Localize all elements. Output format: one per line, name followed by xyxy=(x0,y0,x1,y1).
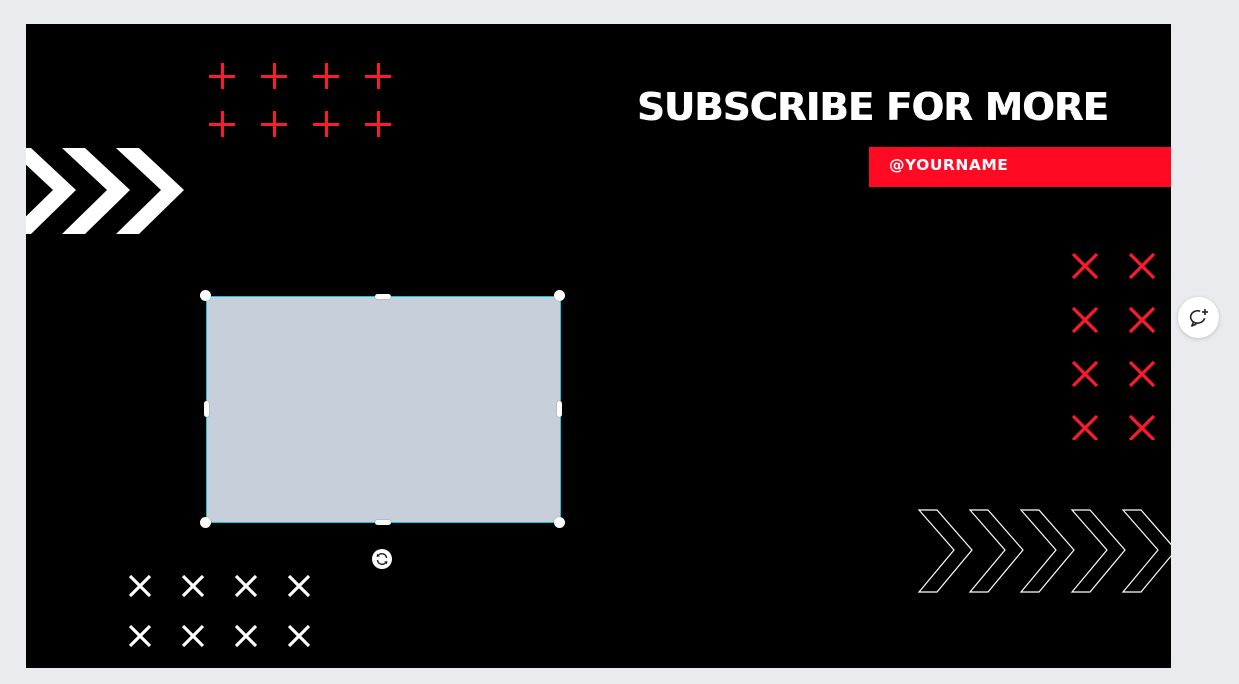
chevron-right-outline-icon xyxy=(968,509,1024,593)
plus-icon xyxy=(365,111,391,137)
rotate-handle[interactable] xyxy=(372,549,392,569)
handle-text[interactable]: @YOURNAME xyxy=(889,156,1009,174)
x-icon xyxy=(287,574,311,598)
x-icon xyxy=(1071,360,1099,388)
plus-icon xyxy=(209,111,235,137)
x-icon xyxy=(1071,252,1099,280)
chevron-right-icon xyxy=(62,148,130,234)
resize-handle-bottom-left[interactable] xyxy=(200,517,211,528)
add-comment-button[interactable] xyxy=(1178,297,1219,338)
plus-icon xyxy=(313,63,339,89)
x-icon xyxy=(1128,252,1156,280)
chevron-right-icon xyxy=(116,148,184,234)
x-icon xyxy=(1128,414,1156,440)
design-canvas[interactable]: SUBSCRIBE FOR MORE @YOURNAME xyxy=(26,24,1171,668)
resize-handle-top-left[interactable] xyxy=(200,290,211,301)
headline-text[interactable]: SUBSCRIBE FOR MORE xyxy=(637,85,1110,129)
x-icon xyxy=(1071,414,1099,440)
plus-icon xyxy=(261,63,287,89)
x-icon xyxy=(128,624,152,648)
plus-icon xyxy=(209,63,235,89)
outline-chevrons xyxy=(917,509,1171,593)
white-x-pattern xyxy=(128,574,311,648)
add-comment-icon xyxy=(1189,308,1208,327)
red-x-pattern xyxy=(1071,252,1156,440)
x-icon xyxy=(1071,306,1099,334)
image-placeholder[interactable] xyxy=(206,296,561,523)
resize-handle-bottom[interactable] xyxy=(375,520,391,525)
plus-icon xyxy=(365,63,391,89)
x-icon xyxy=(128,574,152,598)
x-icon xyxy=(1128,360,1156,388)
x-icon xyxy=(234,574,258,598)
x-icon xyxy=(181,574,205,598)
white-chevrons xyxy=(26,148,184,234)
resize-handle-top[interactable] xyxy=(375,294,391,299)
chevron-right-outline-icon xyxy=(1121,509,1171,593)
resize-handle-bottom-right[interactable] xyxy=(554,517,565,528)
resize-handle-top-right[interactable] xyxy=(554,290,565,301)
handle-banner[interactable]: @YOURNAME xyxy=(869,147,1171,187)
rotate-icon xyxy=(376,553,388,565)
x-icon xyxy=(287,624,311,648)
x-icon xyxy=(234,624,258,648)
chevron-right-icon xyxy=(26,148,76,234)
x-icon xyxy=(181,624,205,648)
chevron-right-outline-icon xyxy=(917,509,973,593)
plus-pattern xyxy=(206,40,426,140)
plus-icon xyxy=(313,111,339,137)
resize-handle-right[interactable] xyxy=(557,401,562,417)
chevron-right-outline-icon xyxy=(1019,509,1075,593)
chevron-right-outline-icon xyxy=(1070,509,1126,593)
resize-handle-left[interactable] xyxy=(204,401,209,417)
plus-icon xyxy=(261,111,287,137)
x-icon xyxy=(1128,306,1156,334)
